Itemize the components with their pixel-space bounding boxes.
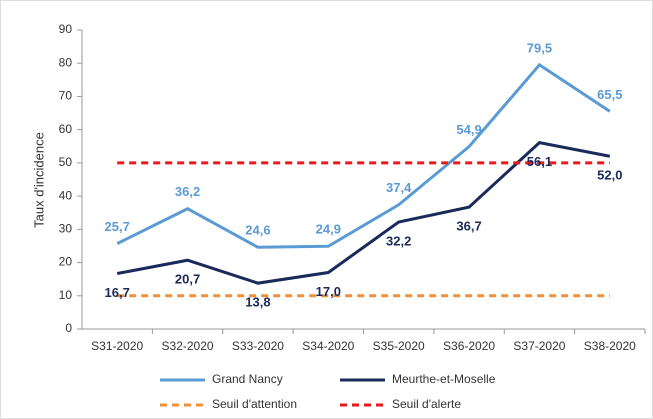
data-label: 13,8 bbox=[245, 295, 270, 310]
y-tick-label: 30 bbox=[59, 222, 73, 236]
data-label: 24,9 bbox=[316, 222, 341, 237]
data-label: 65,5 bbox=[597, 87, 622, 102]
y-tick-label: 0 bbox=[65, 321, 72, 335]
data-label: 54,9 bbox=[456, 122, 481, 137]
data-label: 24,6 bbox=[245, 223, 270, 238]
x-tick-label: S37-2020 bbox=[513, 339, 565, 353]
y-tick-label: 60 bbox=[59, 122, 73, 136]
series-line bbox=[116, 141, 611, 285]
data-label: 79,5 bbox=[527, 40, 552, 55]
x-tick-label: S35-2020 bbox=[373, 339, 425, 353]
data-label: 56,1 bbox=[527, 154, 552, 169]
data-label: 25,7 bbox=[105, 219, 130, 234]
y-tick-label: 90 bbox=[59, 22, 73, 36]
legend-label: Grand Nancy bbox=[212, 372, 283, 386]
data-label: 20,7 bbox=[175, 272, 200, 287]
data-label: 52,0 bbox=[597, 168, 622, 183]
y-axis-title: Taux d'incidence bbox=[31, 132, 46, 228]
series-line bbox=[116, 62, 611, 249]
legend-label: Meurthe-et-Moselle bbox=[392, 372, 496, 386]
y-tick-label: 20 bbox=[59, 255, 73, 269]
legend-label: Seuil d'alerte bbox=[392, 397, 461, 411]
data-label: 17,0 bbox=[316, 284, 341, 299]
y-tick-label: 10 bbox=[59, 288, 73, 302]
x-tick-label: S34-2020 bbox=[302, 339, 354, 353]
x-tick-label: S31-2020 bbox=[91, 339, 143, 353]
data-label: 36,7 bbox=[456, 219, 481, 234]
y-tick-label: 70 bbox=[59, 89, 73, 103]
data-label: 32,2 bbox=[386, 233, 411, 248]
data-label: 36,2 bbox=[175, 184, 200, 199]
x-tick-label: S38-2020 bbox=[584, 339, 636, 353]
x-tick-label: S33-2020 bbox=[232, 339, 284, 353]
legend-label: Seuil d'attention bbox=[212, 397, 297, 411]
y-tick-label: 80 bbox=[59, 55, 73, 69]
y-tick-label: 50 bbox=[59, 155, 73, 169]
data-label: 16,7 bbox=[105, 285, 130, 300]
x-tick-label: S32-2020 bbox=[162, 339, 214, 353]
data-label: 37,4 bbox=[386, 180, 412, 195]
x-tick-label: S36-2020 bbox=[443, 339, 495, 353]
y-tick-label: 40 bbox=[59, 188, 73, 202]
